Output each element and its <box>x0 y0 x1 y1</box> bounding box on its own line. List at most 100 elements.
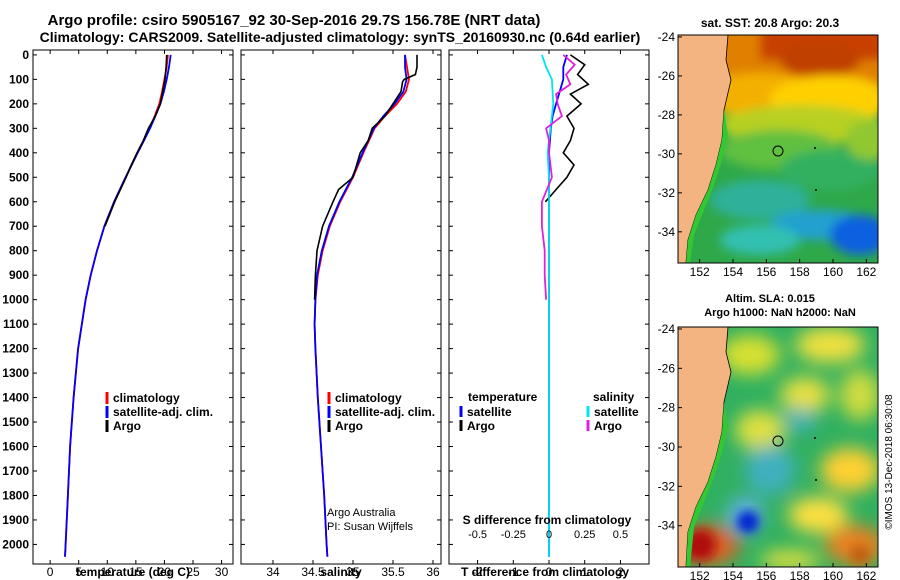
depth-tick-label: 600 <box>9 195 29 209</box>
salinity-x-tick-label: 35.5 <box>381 565 405 579</box>
figure-title-line1: Argo profile: csiro 5905167_92 30-Sep-20… <box>48 12 541 29</box>
depth-tick-label: 1300 <box>2 366 29 380</box>
map-lat-tick-label: -30 <box>658 147 676 161</box>
map-lon-tick-label: 160 <box>823 265 843 279</box>
credit-argo-australia: Argo Australia <box>327 507 396 519</box>
depth-tick-label: 1400 <box>2 391 29 405</box>
temperature-xlabel: temperature (deg C) <box>76 565 190 579</box>
temperature-x-tick-label: 25 <box>186 565 200 579</box>
depth-tick-label: 900 <box>9 268 29 282</box>
map-lon-tick-label: 152 <box>690 569 710 580</box>
map-lon-tick-label: 156 <box>756 569 776 580</box>
difference-x-tick-label: 2 <box>617 565 624 579</box>
salinity-xlabel: salinity <box>320 565 362 579</box>
difference-legend: temperature satellite Argo salinity sate… <box>459 390 639 527</box>
map-lat-tick-label: -24 <box>658 322 676 336</box>
map-lat-tick-label: -34 <box>658 225 676 239</box>
legend-label-argo: Argo <box>113 419 141 433</box>
salinity-x-tick-label: 34.5 <box>301 565 325 579</box>
s-difference-ticks: -0.5 -0.25 0 0.25 0.5 <box>468 529 628 541</box>
temperature-x-tick-label: 10 <box>101 565 115 579</box>
legend-label-satellite-adj: satellite-adj. clim. <box>335 405 435 419</box>
depth-tick-label: 800 <box>9 244 29 258</box>
map-lat-tick-label: -28 <box>658 401 676 415</box>
depth-tick-label: 2000 <box>2 537 29 551</box>
map-lon-tick-label: 162 <box>856 569 876 580</box>
legend-label-temp-satellite: satellite <box>467 405 512 419</box>
s-difference-tick-label: 0.5 <box>613 529 628 541</box>
depth-tick-label: 1900 <box>2 513 29 527</box>
s-difference-label: S difference from climatology <box>463 513 632 527</box>
difference-x-tick-label: -1 <box>508 565 519 579</box>
temperature-x-tick-label: 0 <box>47 565 54 579</box>
map-lat-tick-label: -24 <box>658 30 676 44</box>
sst-map-axes: 152 154 156 158 160 162 -24 -26 -28 -30 -32 -34 <box>658 30 877 279</box>
legend-label-argo: Argo <box>335 419 363 433</box>
panel-ticks: 0 5 10 15 20 25 30 34 34.5 35 35.5 36 -2 -1 0 1 2 <box>47 50 624 579</box>
temperature-x-tick-label: 20 <box>158 565 172 579</box>
depth-tick-label: 1200 <box>2 342 29 356</box>
s-difference-tick-label: 0 <box>546 529 552 541</box>
salinity-lines <box>313 54 418 557</box>
depth-tick-label: 1000 <box>2 293 29 307</box>
s-difference-tick-label: 0.25 <box>574 529 595 541</box>
map-lat-tick-label: -32 <box>658 479 676 493</box>
legend-salinity-title: salinity <box>593 390 635 404</box>
legend-label-sal-satellite: satellite <box>594 405 639 419</box>
legend-label-climatology: climatology <box>113 391 180 405</box>
map-lat-tick-label: -26 <box>658 69 676 83</box>
map-lon-tick-label: 152 <box>690 265 710 279</box>
depth-tick-label: 1600 <box>2 440 29 454</box>
imos-credit: ©IMOS 13-Dec-2018 06:30:08 <box>884 394 895 530</box>
difference-series-salinity-argo <box>541 54 576 300</box>
salinity-series-climatology <box>313 54 410 557</box>
s-difference-tick-label: -0.5 <box>468 529 487 541</box>
sla-map-axes: 152 154 156 158 160 162 -24 -26 -28 -30 -32 -34 <box>658 322 877 580</box>
legend-label-satellite-adj: satellite-adj. clim. <box>113 405 213 419</box>
legend-label-temp-argo: Argo <box>467 419 495 433</box>
salinity-series-argo <box>313 54 418 300</box>
map-lat-tick-label: -34 <box>658 519 676 533</box>
salinity-legend: climatology satellite-adj. clim. Argo Ar… <box>327 391 435 533</box>
depth-tick-label: 200 <box>9 97 29 111</box>
map-lon-tick-label: 158 <box>790 569 810 580</box>
depth-tick-label: 300 <box>9 121 29 135</box>
temperature-x-tick-label: 30 <box>215 565 229 579</box>
map-lon-tick-label: 156 <box>756 265 776 279</box>
difference-series-salinity-satellite <box>541 54 555 557</box>
salinity-panel <box>240 49 442 565</box>
depth-tick-label: 700 <box>9 219 29 233</box>
legend-label-climatology: climatology <box>335 391 402 405</box>
temperature-x-tick-label: 5 <box>75 565 82 579</box>
temperature-panel <box>32 49 234 565</box>
depth-tick-label: 0 <box>22 48 29 62</box>
depth-tick-label: 400 <box>9 146 29 160</box>
depth-axis: 0 100 200 300 400 500 600 700 800 900 1000 1100 1200… <box>2 48 649 551</box>
map-lon-tick-label: 160 <box>823 569 843 580</box>
credit-pi: PI: Susan Wijffels <box>327 521 413 533</box>
difference-lines <box>541 54 590 557</box>
depth-tick-label: 1500 <box>2 415 29 429</box>
map-lat-tick-label: -32 <box>658 186 676 200</box>
salinity-x-tick-label: 36 <box>426 565 440 579</box>
difference-x-tick-label: 1 <box>581 565 588 579</box>
salinity-x-tick-label: 34 <box>266 565 280 579</box>
temperature-series-climatology <box>64 54 169 557</box>
salinity-series-satellite-adj-clim- <box>313 54 408 557</box>
sst-map: sat. SST: 20.8 Argo: 20.3 <box>658 16 879 279</box>
map-lat-tick-label: -30 <box>658 440 676 454</box>
legend-temperature-title: temperature <box>468 390 538 404</box>
difference-series-temperature-argo <box>544 54 590 203</box>
map-lon-tick-label: 158 <box>790 265 810 279</box>
difference-x-tick-label: 0 <box>546 565 553 579</box>
s-difference-tick-label: -0.25 <box>501 529 526 541</box>
difference-xlabel: T difference from climatology <box>461 565 629 579</box>
map-lat-tick-label: -28 <box>658 108 676 122</box>
legend-label-sal-argo: Argo <box>594 419 622 433</box>
depth-tick-label: 100 <box>9 72 29 86</box>
difference-series-temperature-satellite <box>548 54 568 557</box>
temperature-series-satellite-adj-clim- <box>64 54 172 557</box>
sla-map-title2: Argo h1000: NaN h2000: NaN <box>704 307 856 319</box>
temperature-x-tick-label: 15 <box>129 565 143 579</box>
